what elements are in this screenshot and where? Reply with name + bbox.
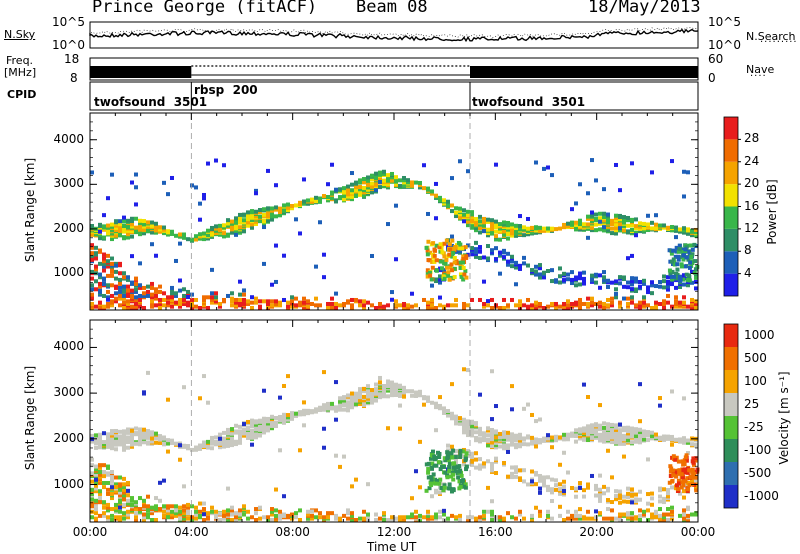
velocity-ytick-label-2: 2000 [53, 430, 84, 445]
nsky-panel-frame [89, 21, 699, 49]
nsearch-tick-bottom: 10^0 [708, 38, 741, 52]
power-ytick-label-1: 3000 [53, 176, 84, 191]
velocity-colorbar-tick-2: 100 [744, 373, 767, 388]
power-colorbar-segment-0 [724, 273, 738, 296]
power-ytick-label-0: 4000 [53, 131, 84, 146]
cpid-segment-3: twofsound 3501 [472, 95, 586, 109]
freq-tick-bottom: 8 [70, 71, 78, 85]
x-axis-label: Time UT [367, 540, 417, 554]
velocity-echo-cells [90, 367, 700, 522]
nsearch-label: N.Search [746, 30, 796, 43]
nsky-trace [89, 28, 699, 43]
x-tick-label-6: 00:00 [680, 525, 716, 539]
freq-label: Freq. [6, 54, 34, 67]
nsky-label: N.Sky [4, 28, 36, 41]
power-colorbar-tick-0: 4 [744, 265, 752, 280]
velocity-colorbar-tick-3: 25 [744, 396, 760, 411]
cpid-label: CPID [7, 88, 37, 101]
velocity-colorbar-tick-6: -500 [744, 465, 772, 480]
velocity-colorbar-segment-4 [724, 393, 738, 416]
power-colorbar-segment-7 [724, 117, 738, 140]
beam-title: Beam 08 [356, 0, 428, 17]
cpid-panel-frame [89, 81, 699, 111]
power-ytick-label-2: 2000 [53, 220, 84, 235]
power-colorbar-segment-4 [724, 184, 738, 207]
power-ylabel: Slant Range [km] [23, 157, 37, 263]
nsearch-tick-top: 10^5 [708, 15, 741, 29]
x-tick-label-0: 00:00 [72, 525, 108, 539]
velocity-ytick-label-1: 3000 [53, 385, 84, 400]
x-tick-label-1: 04:00 [174, 525, 209, 539]
x-tick-label-4: 16:00 [478, 525, 513, 539]
power-colorbar-tick-1: 8 [744, 243, 752, 258]
power-colorbar-label: Power [dB] [765, 179, 779, 245]
velocity-ytick-label-0: 4000 [53, 339, 84, 354]
station-title: Prince George (fitACF) [92, 0, 318, 17]
freq-block-1 [90, 66, 192, 78]
velocity-colorbar-label: Velocity [m s⁻¹] [777, 371, 791, 465]
nsky-tick-top: 10^5 [52, 15, 85, 29]
velocity-colorbar-tick-0: 1000 [744, 327, 775, 342]
velocity-colorbar-tick-7: -1000 [744, 488, 779, 503]
power-colorbar-segment-6 [724, 139, 738, 162]
power-colorbar-tick-4: 20 [744, 176, 760, 191]
x-tick-label-3: 12:00 [376, 525, 412, 539]
power-echo-cells [90, 158, 700, 310]
velocity-colorbar-tick-1: 500 [744, 350, 767, 365]
power-colorbar-tick-6: 28 [744, 131, 760, 146]
power-colorbar-segment-3 [724, 206, 738, 229]
cpid-segment-2: rbsp 200 [194, 83, 258, 97]
cpid-segment-1: twofsound 3501 [94, 95, 208, 109]
velocity-colorbar-segment-7 [724, 324, 738, 347]
velocity-colorbar-tick-4: -25 [744, 419, 764, 434]
velocity-colorbar-segment-1 [724, 462, 738, 485]
power-ytick-label-3: 1000 [53, 265, 84, 280]
velocity-colorbar-segment-2 [724, 439, 738, 462]
velocity-colorbar-segment-3 [724, 416, 738, 439]
nave-tick-top: 60 [708, 52, 724, 66]
velocity-ytick-label-3: 1000 [53, 476, 84, 491]
nave-tick-bottom: 0 [708, 71, 716, 85]
velocity-ylabel: Slant Range [km] [23, 365, 37, 471]
freq-block-2 [470, 66, 698, 78]
freq-tick-top: 18 [64, 52, 80, 66]
nsearch-trace [89, 26, 699, 38]
nave-legend-dots: ···· [750, 71, 767, 82]
power-colorbar-segment-5 [724, 161, 738, 185]
freq-unit-label: [MHz] [4, 66, 37, 79]
power-colorbar-tick-2: 12 [744, 220, 760, 235]
velocity-colorbar-tick-5: -100 [744, 442, 772, 457]
power-colorbar-segment-2 [724, 228, 738, 252]
power-colorbar-tick-3: 16 [744, 198, 760, 213]
velocity-colorbar-segment-6 [724, 347, 738, 370]
date-title: 18/May/2013 [588, 0, 701, 17]
nsearch-legend-dots: ········· [760, 37, 798, 48]
nave-label: Nave [746, 63, 775, 76]
nsky-tick-bottom: 10^0 [52, 38, 85, 52]
power-colorbar-segment-1 [724, 251, 738, 274]
velocity-colorbar-segment-5 [724, 370, 738, 393]
velocity-colorbar-segment-0 [724, 485, 738, 508]
power-colorbar-tick-5: 24 [744, 153, 760, 168]
velocity-colorbar-frame [723, 323, 739, 509]
x-tick-label-2: 08:00 [275, 525, 310, 539]
x-tick-label-5: 20:00 [579, 525, 614, 539]
